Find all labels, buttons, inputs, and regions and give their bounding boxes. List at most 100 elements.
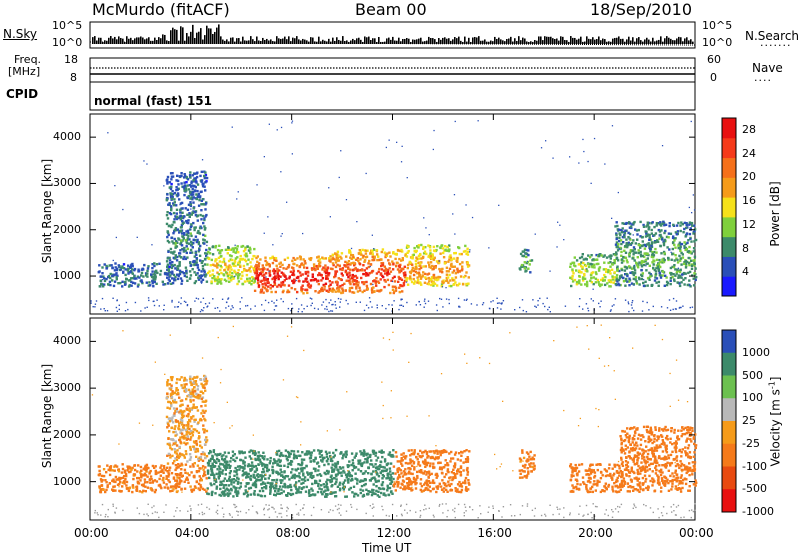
velocity-scatter-point xyxy=(136,490,138,492)
power-scatter-point xyxy=(419,253,421,255)
power-scatter-point xyxy=(397,249,399,251)
ground-scatter-point xyxy=(466,299,467,300)
power-scatter-point xyxy=(121,267,123,269)
power-scatter-point xyxy=(641,265,643,267)
power-scatter-point xyxy=(281,264,283,266)
noise-bar xyxy=(526,41,528,44)
power-scatter-point xyxy=(304,262,306,264)
velocity-scatter-point xyxy=(181,404,183,406)
velocity-scatter-point xyxy=(174,399,176,401)
power-scatter-point xyxy=(663,242,665,244)
noise-bar xyxy=(226,39,228,44)
power-scatter-point xyxy=(177,228,179,230)
velocity-scatter-point xyxy=(305,453,307,455)
power-scatter-point xyxy=(202,234,204,236)
power-scatter-point xyxy=(189,270,191,272)
sparse-scatter-point xyxy=(102,279,103,280)
power-scatter-point xyxy=(216,263,218,265)
noise-bar xyxy=(608,41,610,44)
velocity-scatter-point xyxy=(152,480,154,482)
power-scatter-point xyxy=(670,267,672,269)
power-scatter-point xyxy=(359,289,361,291)
velocity-scatter-point xyxy=(334,495,336,497)
noise-bar xyxy=(442,38,444,44)
noise-sky-bars xyxy=(92,24,694,44)
ground-scatter-point xyxy=(692,307,693,308)
power-scatter-point xyxy=(409,275,411,277)
velocity-scatter-point xyxy=(375,454,377,456)
power-scatter-point xyxy=(616,274,618,276)
power-scatter-point xyxy=(648,279,650,281)
power-scatter-point xyxy=(595,271,597,273)
velocity-scatter-point xyxy=(387,474,389,476)
ground-scatter-point xyxy=(240,308,241,309)
power-scatter-point xyxy=(188,212,190,214)
power-scatter-point xyxy=(683,272,685,274)
velocity-scatter-point xyxy=(190,416,192,418)
velocity-scatter-point xyxy=(202,428,204,430)
velocity-scatter-point xyxy=(234,453,236,455)
power-scatter-point xyxy=(417,246,419,248)
power-scatter-point xyxy=(375,285,377,287)
power-scatter-point xyxy=(190,235,192,237)
power-scatter-point xyxy=(205,202,207,204)
velocity-scatter-point xyxy=(109,474,111,476)
power-scatter-point xyxy=(254,272,256,274)
power-scatter-point xyxy=(105,267,107,269)
velocity-scatter-point xyxy=(344,479,346,481)
power-scatter-point xyxy=(430,261,432,263)
power-scatter-point xyxy=(234,271,236,273)
ground-scatter-point xyxy=(194,300,195,301)
ground-scatter-point xyxy=(458,298,459,299)
power-scatter-point xyxy=(658,285,660,287)
velocity-scatter-point xyxy=(389,470,391,472)
velocity-scatter-point xyxy=(162,472,164,474)
velocity-scatter-point xyxy=(251,464,253,466)
power-scatter-point xyxy=(688,257,690,259)
noise-bar xyxy=(428,37,430,44)
velocity-scatter-point xyxy=(363,453,365,455)
power-scatter-point xyxy=(422,265,424,267)
power-scatter-point xyxy=(237,251,239,253)
ground-scatter-point xyxy=(329,302,330,303)
velocity-scatter-point xyxy=(194,451,196,453)
power-scatter-point xyxy=(582,278,584,280)
velocity-scatter-point xyxy=(323,457,325,459)
velocity-scatter-point xyxy=(224,451,226,453)
velocity-scatter-point xyxy=(256,468,258,470)
power-scatter-point xyxy=(279,276,281,278)
power-scatter-point xyxy=(659,221,661,223)
power-scatter-point xyxy=(337,259,339,261)
noise-bar xyxy=(140,36,142,44)
velocity-scatter-point xyxy=(326,460,328,462)
power-scatter-point xyxy=(368,260,370,262)
velocity-scatter-point xyxy=(236,473,238,475)
velocity-scatter-point xyxy=(166,384,168,386)
noise-bar xyxy=(576,40,578,44)
power-scatter-point xyxy=(219,281,221,283)
power-scatter-point xyxy=(185,239,187,241)
velocity-scatter-point xyxy=(167,487,169,489)
power-scatter-point xyxy=(436,284,438,286)
power-scatter-point xyxy=(231,259,233,261)
power-scatter-point xyxy=(392,286,394,288)
power-scatter-point xyxy=(674,237,676,239)
sparse-scatter-point xyxy=(269,124,270,125)
power-scatter-point xyxy=(245,255,247,257)
velocity-scatter-point xyxy=(270,457,272,459)
velocity-scatter-point xyxy=(169,447,171,449)
sparse-scatter-point xyxy=(372,235,373,236)
velocity-scatter-point xyxy=(236,477,238,479)
velocity-scatter-point xyxy=(248,463,250,465)
velocity-scatter-point xyxy=(367,457,369,459)
power-scatter-point xyxy=(292,272,294,274)
power-scatter-point xyxy=(130,285,132,287)
velocity-scatter-point xyxy=(142,490,144,492)
velocity-scatter-point xyxy=(98,470,100,472)
velocity-scatter-point xyxy=(114,489,116,491)
power-scatter-point xyxy=(175,179,177,181)
power-scatter-point xyxy=(214,260,216,262)
velocity-scatter-point xyxy=(303,459,305,461)
ground-scatter-point xyxy=(690,307,691,308)
power-scatter-point xyxy=(291,260,293,262)
